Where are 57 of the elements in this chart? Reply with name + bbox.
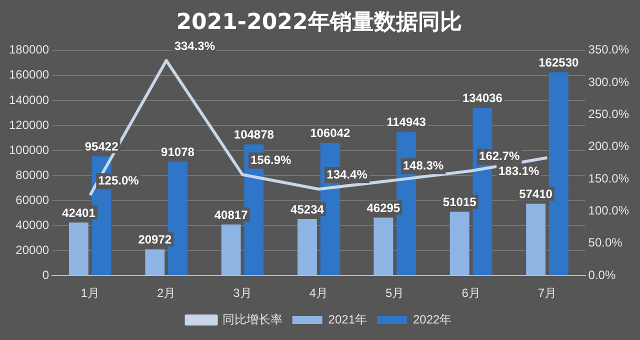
legend-label: 2022年 [413,312,452,326]
data-label: 42401 [62,206,96,220]
y2-tick-label: 150.0% [588,171,630,186]
y-tick-label: 160000 [8,68,50,82]
y-tick-label: 180000 [8,42,50,57]
bar [526,204,546,276]
y2-tick-label: 300.0% [588,74,630,89]
y2-tick-label: 50.0% [588,236,623,250]
data-label: 46295 [366,200,400,215]
legend-label: 同比增长率 [222,312,282,326]
data-label: 125.0% [98,173,140,188]
bar [374,218,394,276]
bar [221,224,241,276]
bar [450,212,470,276]
data-label: 91078 [161,144,195,159]
y-tick-label: 100000 [8,142,50,157]
data-label: 134036 [462,91,503,106]
data-label: 57410 [519,187,553,202]
x-tick-label: 4月 [309,286,328,300]
x-tick-label: 1月 [80,286,100,300]
data-label: 95422 [84,140,119,154]
y-tick-label: 40000 [16,218,50,232]
y2-tick-label: 100.0% [588,204,630,218]
bar [298,219,317,276]
x-tick-label: 5月 [386,286,404,300]
data-label: 162530 [538,56,579,70]
y-tick-label: 20000 [16,242,50,257]
data-label: 45234 [290,202,324,216]
y-tick-label: 60000 [16,192,50,207]
legend-label: 2021年 [328,312,368,326]
data-label: 156.9% [250,152,292,167]
x-tick-label: 6月 [462,286,480,300]
data-label: 334.3% [174,38,216,53]
x-tick-label: 3月 [233,286,252,300]
chart-title: 2021-2022年销量数据同比 [176,10,462,35]
data-label: 51015 [442,195,477,210]
x-tick-label: 7月 [538,286,557,300]
bar [68,222,88,276]
bar [145,249,165,276]
data-label: 114943 [386,115,426,130]
data-label: 104878 [234,128,274,142]
y2-tick-label: 250.0% [588,107,630,122]
data-label: 134.4% [326,167,368,182]
y-tick-label: 80000 [16,168,50,182]
y-tick-label: 140000 [8,92,50,107]
y2-tick-label: 200.0% [588,139,630,154]
data-label: 20972 [138,232,172,247]
data-label: 106042 [310,126,350,140]
data-label: 40817 [214,208,248,222]
data-label: 183.1% [498,164,540,178]
y2-tick-label: 350.0% [588,42,630,57]
y-tick-label: 0 [42,268,50,282]
y-tick-label: 120000 [8,118,50,132]
y2-tick-label: 0.0% [588,268,616,282]
data-label: 148.3% [402,158,444,172]
data-label: 162.7% [479,149,520,164]
x-tick-label: 2月 [156,286,176,300]
